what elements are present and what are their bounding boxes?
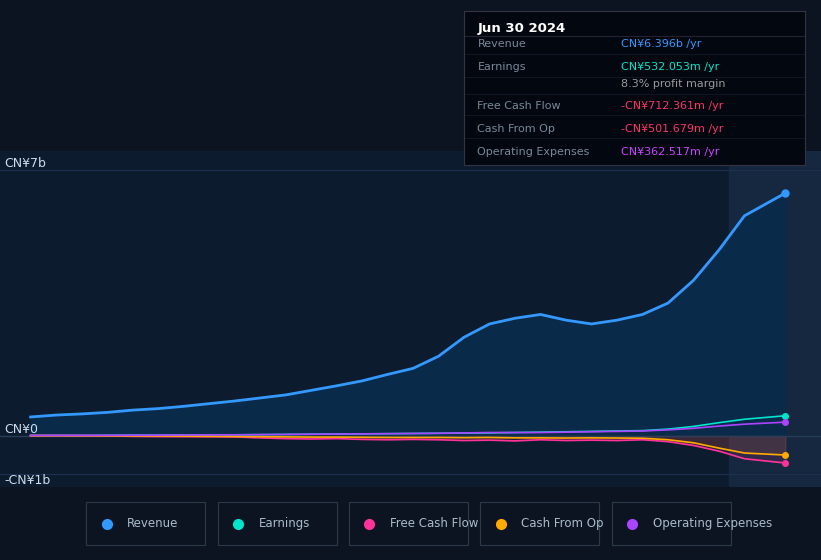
- Text: Free Cash Flow: Free Cash Flow: [390, 517, 479, 530]
- FancyBboxPatch shape: [480, 502, 599, 545]
- Text: Operating Expenses: Operating Expenses: [653, 517, 772, 530]
- FancyBboxPatch shape: [218, 502, 337, 545]
- Text: Revenue: Revenue: [127, 517, 179, 530]
- Bar: [729, 151, 821, 487]
- Text: Revenue: Revenue: [478, 39, 526, 49]
- Text: Free Cash Flow: Free Cash Flow: [478, 101, 561, 110]
- FancyBboxPatch shape: [349, 502, 468, 545]
- FancyBboxPatch shape: [86, 502, 205, 545]
- Text: CN¥362.517m /yr: CN¥362.517m /yr: [621, 147, 719, 157]
- Text: Earnings: Earnings: [259, 517, 310, 530]
- Text: -CN¥501.679m /yr: -CN¥501.679m /yr: [621, 124, 723, 134]
- Text: -CN¥1b: -CN¥1b: [4, 474, 50, 487]
- Text: Jun 30 2024: Jun 30 2024: [478, 22, 566, 35]
- Text: CN¥7b: CN¥7b: [4, 157, 46, 170]
- FancyBboxPatch shape: [612, 502, 731, 545]
- Text: -CN¥712.361m /yr: -CN¥712.361m /yr: [621, 101, 723, 110]
- Text: CN¥532.053m /yr: CN¥532.053m /yr: [621, 62, 719, 72]
- Text: Earnings: Earnings: [478, 62, 526, 72]
- Text: 8.3% profit margin: 8.3% profit margin: [621, 79, 725, 89]
- Text: Operating Expenses: Operating Expenses: [478, 147, 589, 157]
- Text: Cash From Op: Cash From Op: [521, 517, 603, 530]
- Text: CN¥0: CN¥0: [4, 423, 38, 436]
- Text: CN¥6.396b /yr: CN¥6.396b /yr: [621, 39, 701, 49]
- Text: Cash From Op: Cash From Op: [478, 124, 555, 134]
